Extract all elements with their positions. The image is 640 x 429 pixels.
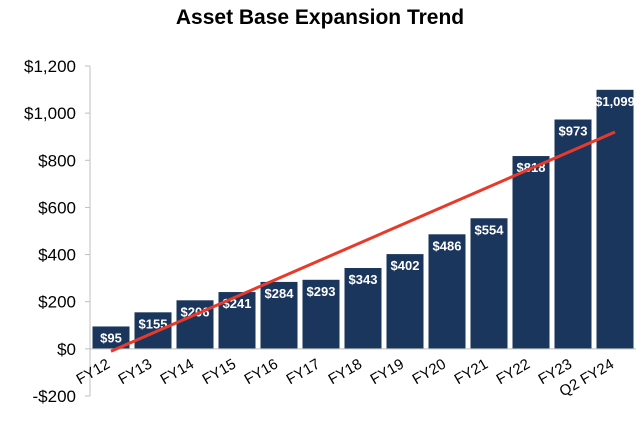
bars-group xyxy=(92,89,634,349)
y-tick-label: $1,000 xyxy=(24,104,76,123)
x-tick-label: FY13 xyxy=(115,356,155,389)
data-label: $206 xyxy=(181,304,210,319)
x-tick-label: FY18 xyxy=(325,356,365,389)
data-label: $343 xyxy=(349,272,378,287)
bar xyxy=(92,326,130,349)
x-tick-label: FY12 xyxy=(73,356,113,389)
bar xyxy=(386,254,424,349)
trendline xyxy=(110,130,616,353)
x-tick-label: FY19 xyxy=(367,356,407,389)
bar xyxy=(512,156,550,349)
x-tick-label: FY22 xyxy=(493,356,533,389)
data-label: $973 xyxy=(559,124,588,139)
y-tick-label: -$200 xyxy=(33,387,76,406)
data-label: $486 xyxy=(433,238,462,253)
y-tick-label: $800 xyxy=(38,151,76,170)
bar xyxy=(134,312,172,349)
x-tick-label: FY21 xyxy=(451,356,491,389)
bar xyxy=(302,279,340,349)
x-tick-label: FY15 xyxy=(199,356,239,389)
bar xyxy=(470,218,508,349)
data-label: $402 xyxy=(391,258,420,273)
bar xyxy=(554,119,592,349)
chart-title: Asset Base Expansion Trend xyxy=(175,6,465,29)
x-tick-label: FY20 xyxy=(409,356,449,389)
data-label: $155 xyxy=(139,316,168,331)
data-label: $95 xyxy=(100,330,122,345)
x-tick-label: FY16 xyxy=(241,356,281,389)
x-tick-label: FY14 xyxy=(157,356,197,389)
bar xyxy=(344,268,382,349)
data-label: $241 xyxy=(223,296,252,311)
y-tick-label: $0 xyxy=(57,340,76,359)
data-label: $293 xyxy=(307,284,336,299)
y-tick-label: $1,200 xyxy=(24,57,76,76)
x-tick-label: FY17 xyxy=(283,356,323,389)
y-tick-label: $200 xyxy=(38,293,76,312)
data-label: $554 xyxy=(475,222,505,237)
bar xyxy=(428,234,466,349)
bar xyxy=(596,89,634,349)
bar xyxy=(260,281,298,349)
data-label: $284 xyxy=(265,286,295,301)
y-tick-label: $400 xyxy=(38,246,76,265)
trendline-group xyxy=(110,130,616,353)
data-label: $1,099 xyxy=(595,94,635,109)
y-tick-label: $600 xyxy=(38,198,76,217)
